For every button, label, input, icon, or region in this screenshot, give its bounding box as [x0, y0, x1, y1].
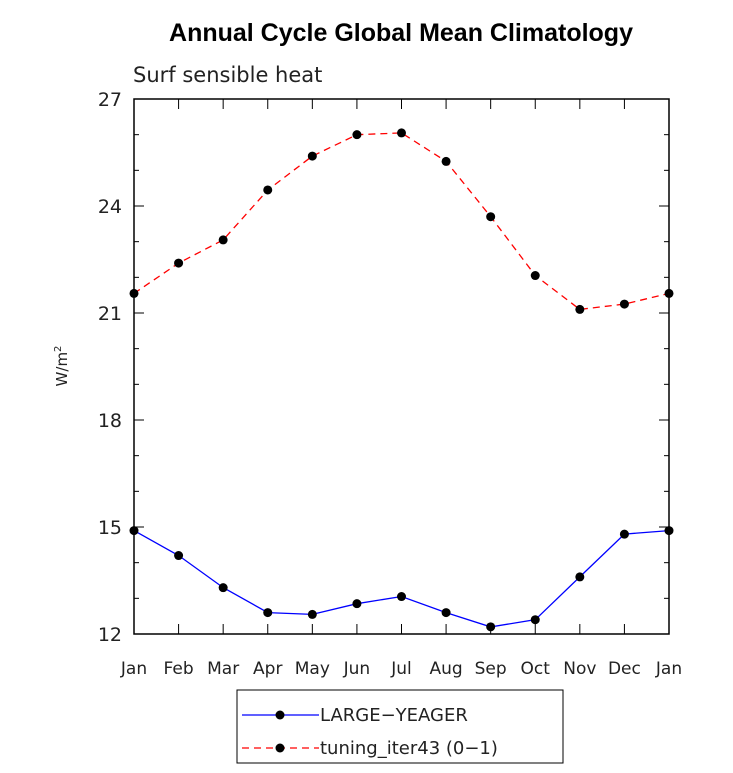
series-1-point [352, 130, 362, 140]
series-0-point [352, 599, 362, 609]
y-tick-label: 18 [98, 410, 122, 432]
series-1-point [263, 185, 273, 195]
series-1-point [441, 156, 451, 166]
y-axis-label-superscript: 2 [53, 346, 64, 352]
x-tick-label: Apr [253, 659, 282, 679]
series-1-point [619, 299, 629, 309]
legend-box [236, 689, 564, 764]
series-1-point [174, 258, 184, 268]
legend: LARGE−YEAGER tuning_iter43 (0−1) [236, 689, 564, 764]
y-axis-label: W/m2 [53, 346, 71, 387]
series-1-point [129, 288, 139, 298]
series-0-point [397, 592, 406, 602]
series-0-point [307, 609, 317, 619]
series-0-point [174, 551, 184, 561]
x-tick-label: Dec [608, 659, 641, 679]
y-tick-label: 24 [98, 196, 122, 218]
series-0-point [441, 608, 451, 618]
series-1-point [486, 212, 496, 222]
y-axis: 12 15 18 21 24 27 [98, 89, 669, 646]
x-tick-label: Nov [563, 659, 596, 679]
x-tick-label: Aug [429, 659, 462, 679]
x-tick-label: Oct [521, 659, 551, 679]
x-tick-label: Jan [655, 659, 682, 679]
x-tick-label: Jan [120, 659, 147, 679]
series-0-point [486, 622, 496, 632]
y-tick-label: 27 [98, 89, 122, 111]
y-tick-label: 15 [98, 517, 122, 539]
x-tick-label: Sep [475, 659, 507, 679]
legend-label-tuning: tuning_iter43 (0−1) [320, 738, 498, 759]
series-0-point [129, 526, 139, 536]
series-0-point [263, 608, 273, 618]
series-0-point [619, 529, 629, 539]
x-tick-label: Jun [343, 659, 371, 679]
y-tick-label: 12 [98, 624, 122, 646]
series-0-point [575, 572, 585, 582]
series-0-point [530, 615, 540, 625]
legend-label-large-yeager: LARGE−YEAGER [320, 705, 468, 726]
series-1-point [218, 235, 228, 245]
series-1-point [575, 304, 585, 314]
x-tick-label: Mar [207, 659, 239, 679]
chart-subtitle: Surf sensible heat [133, 63, 322, 87]
series-0-point [664, 526, 674, 536]
series-1-point [307, 151, 317, 161]
series-layer [129, 128, 674, 632]
y-axis-label-text: W/m [53, 352, 71, 387]
chart-title: Annual Cycle Global Mean Climatology [169, 19, 633, 47]
series-1-point [530, 271, 540, 281]
series-0-point [218, 583, 228, 593]
series-1-point [397, 128, 406, 138]
x-tick-label: Jul [390, 659, 412, 679]
series-line-0 [133, 529, 670, 628]
legend-marker-tuning [275, 743, 285, 753]
legend-marker-large-yeager [275, 710, 285, 720]
plot-frame [133, 98, 670, 635]
x-tick-label: May [295, 659, 330, 679]
x-tick-label: Feb [164, 659, 194, 679]
y-tick-label: 21 [98, 303, 122, 325]
series-line-1 [133, 132, 670, 311]
x-axis: Jan Feb Mar Apr May Jun Jul Aug Sep Oct Nov Dec Jan [120, 99, 682, 679]
series-1-point [664, 288, 674, 298]
